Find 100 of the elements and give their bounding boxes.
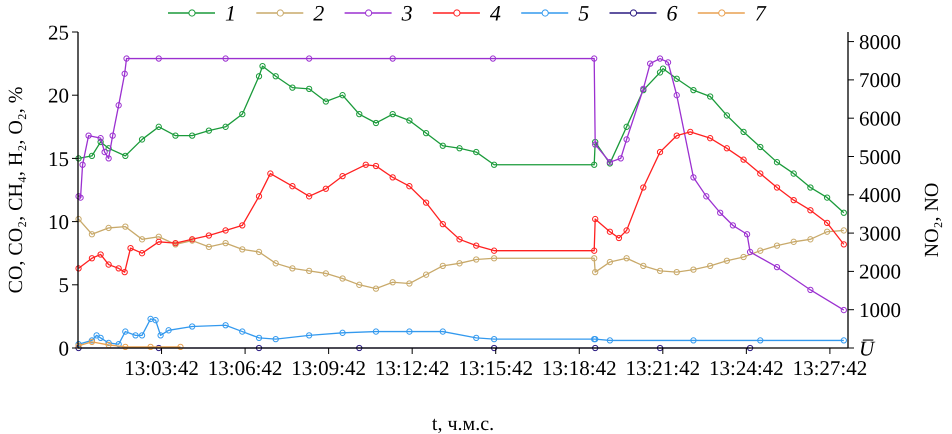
- point: [703, 193, 710, 200]
- y2-axis-title: NO₂, NO: [921, 182, 943, 258]
- legend-label: 2: [313, 0, 324, 26]
- point: [122, 269, 128, 276]
- point: [289, 265, 296, 272]
- point: [122, 224, 128, 230]
- y2-tick-label: 4000: [859, 183, 901, 208]
- x-tick-label: 13:18:42: [542, 356, 617, 380]
- point: [256, 73, 262, 80]
- point: [189, 323, 196, 330]
- point: [473, 256, 480, 263]
- point: [807, 236, 814, 242]
- point: [740, 254, 747, 260]
- point: [138, 332, 146, 338]
- point: [88, 152, 96, 160]
- point: [105, 155, 112, 162]
- point: [647, 60, 654, 67]
- point: [156, 124, 162, 130]
- point: [116, 102, 122, 108]
- point: [239, 111, 246, 118]
- point: [256, 193, 262, 200]
- point: [790, 238, 797, 245]
- point: [591, 255, 598, 262]
- point: [105, 145, 112, 152]
- point: [656, 69, 664, 76]
- point: [147, 316, 154, 322]
- y2-tick-label: 6000: [859, 106, 901, 131]
- point: [456, 260, 463, 266]
- point: [790, 170, 797, 177]
- y2-tick-label: 3000: [859, 221, 901, 246]
- point: [473, 334, 480, 342]
- point: [339, 172, 346, 180]
- point: [707, 135, 714, 142]
- point: [724, 258, 730, 264]
- legend-label: 7: [754, 0, 767, 26]
- point: [674, 132, 680, 139]
- point: [591, 55, 598, 62]
- point: [616, 234, 622, 242]
- y2-tick-label: 7000: [859, 68, 901, 92]
- point: [152, 317, 159, 324]
- point: [618, 155, 624, 162]
- point: [109, 132, 116, 139]
- point: [406, 183, 413, 190]
- point: [97, 138, 104, 146]
- point: [707, 262, 714, 269]
- point: [591, 162, 598, 168]
- point: [156, 234, 162, 240]
- legend-label: 4: [490, 0, 501, 26]
- point: [674, 269, 680, 276]
- point: [79, 162, 86, 168]
- point: [640, 184, 646, 191]
- y-tick-label: 5: [58, 273, 69, 298]
- point: [85, 132, 92, 139]
- point: [656, 268, 664, 274]
- point: [660, 66, 666, 72]
- point: [322, 98, 329, 105]
- legend-label: 1: [225, 0, 236, 26]
- point: [623, 136, 630, 143]
- point: [116, 265, 122, 272]
- y-axis-title: CO, CO₂, CH₄, H₂, O₂, %: [5, 86, 27, 294]
- point: [440, 328, 446, 335]
- point: [322, 186, 329, 192]
- y-tick-label: 15: [48, 146, 69, 171]
- point: [138, 136, 146, 143]
- point: [372, 328, 380, 335]
- point: [422, 200, 430, 206]
- point: [744, 231, 750, 238]
- point: [674, 92, 680, 98]
- point: [306, 268, 312, 274]
- point: [206, 127, 212, 134]
- point: [122, 152, 128, 160]
- point: [189, 132, 196, 139]
- point: [757, 170, 764, 177]
- point: [88, 231, 96, 238]
- point: [790, 196, 797, 204]
- point: [774, 242, 780, 249]
- point: [440, 262, 446, 269]
- point: [440, 142, 446, 149]
- y2-tick-label: 1000: [859, 298, 901, 322]
- point: [138, 236, 146, 242]
- point: [156, 238, 162, 245]
- x-tick-label: 13:06:42: [208, 356, 282, 380]
- x-tick-label: 13:09:42: [291, 356, 366, 380]
- point: [97, 251, 104, 258]
- y-tick-label: 10: [48, 210, 69, 234]
- point: [490, 162, 498, 168]
- x-axis-title: t, ч.м.с.: [432, 413, 494, 434]
- point: [116, 341, 122, 348]
- point: [690, 337, 697, 344]
- point: [757, 248, 764, 254]
- point: [239, 222, 246, 229]
- legend-label: 6: [666, 0, 678, 26]
- point: [807, 184, 814, 191]
- point: [97, 334, 104, 342]
- point: [623, 124, 630, 130]
- x-tick-label: 13:03:42: [124, 356, 199, 380]
- point: [406, 328, 413, 335]
- x-tick-label: 13:24:42: [709, 356, 784, 380]
- point: [591, 248, 598, 254]
- point: [674, 76, 680, 82]
